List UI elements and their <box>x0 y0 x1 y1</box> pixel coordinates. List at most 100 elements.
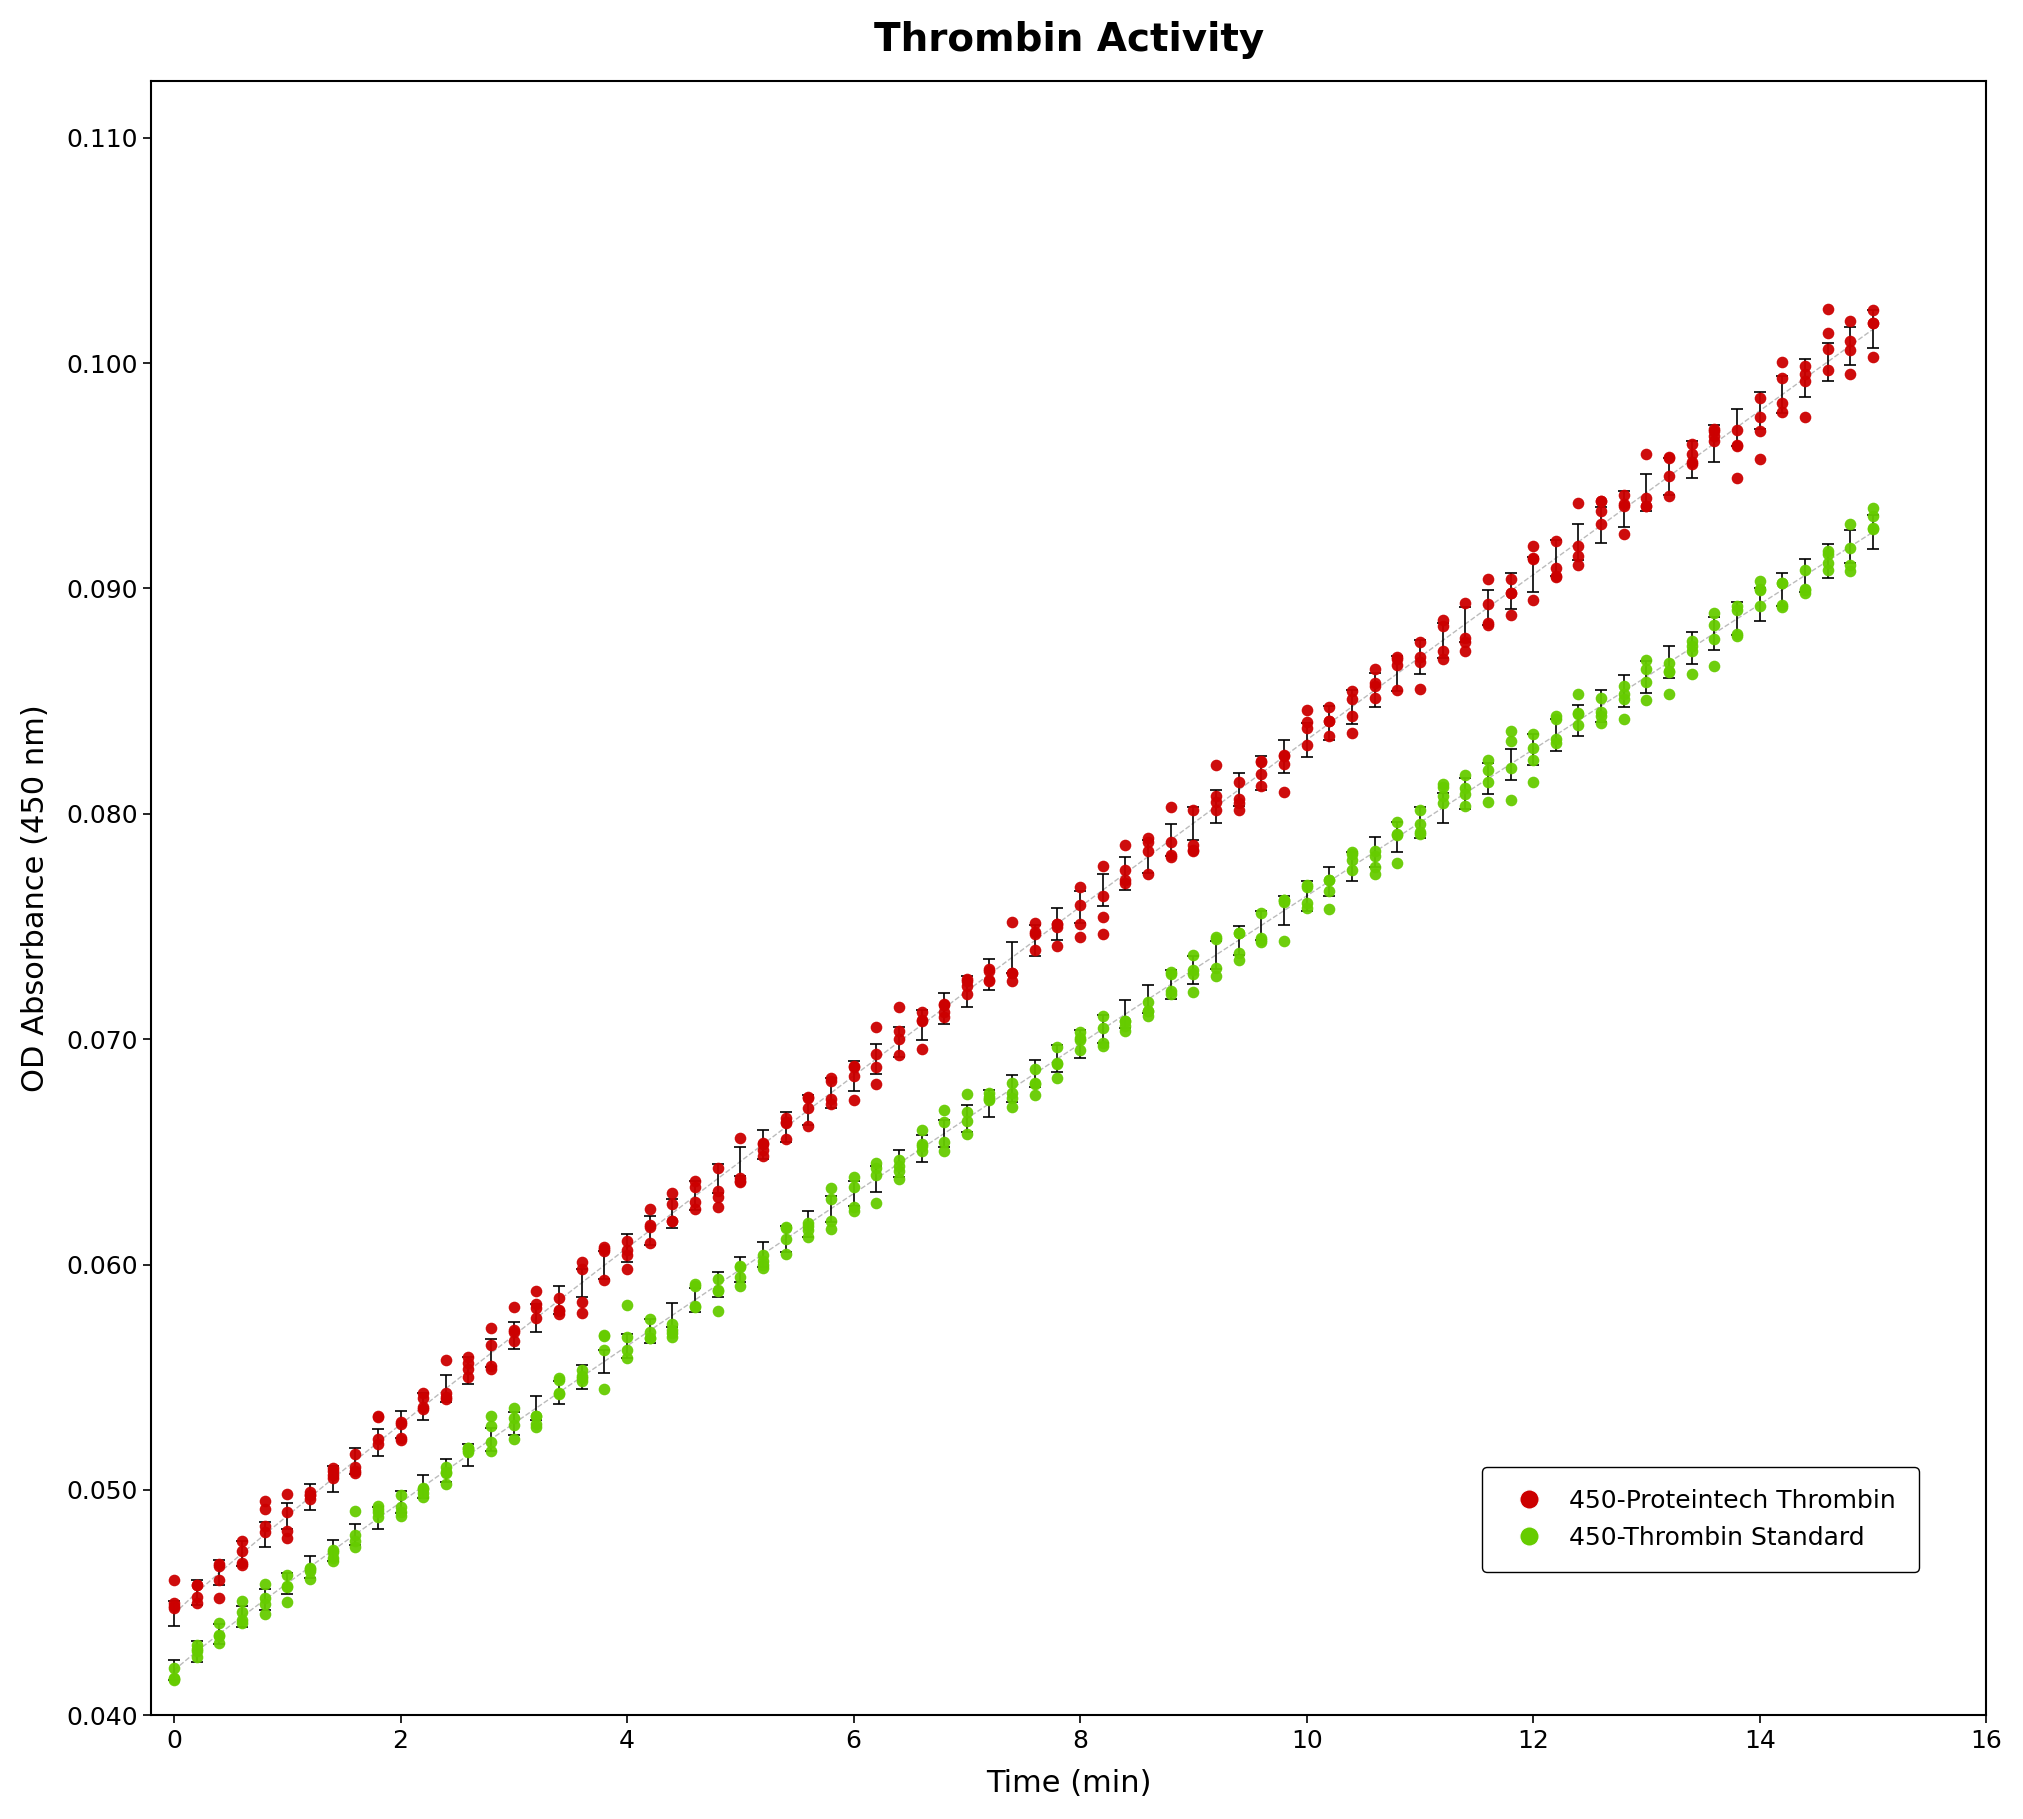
Point <box>180 1630 212 1659</box>
Point <box>1042 1031 1074 1060</box>
Point <box>340 1497 372 1526</box>
Point <box>384 1410 417 1439</box>
Point <box>1426 606 1459 635</box>
Point <box>566 1366 599 1395</box>
Point <box>1133 988 1165 1017</box>
Point <box>1404 809 1436 839</box>
Point <box>1244 759 1277 788</box>
Point <box>589 1335 621 1364</box>
Point <box>793 1082 825 1111</box>
Point <box>520 1293 552 1322</box>
Point <box>566 1299 599 1328</box>
Point <box>384 1481 417 1510</box>
Point <box>1584 684 1616 713</box>
Point <box>633 1322 666 1352</box>
Point <box>1109 1006 1141 1035</box>
Point <box>860 1188 892 1217</box>
Point <box>1133 997 1165 1026</box>
Point <box>475 1313 508 1342</box>
Point <box>1244 748 1277 777</box>
Point <box>1471 768 1503 797</box>
Point <box>498 1410 530 1439</box>
Point <box>1766 389 1798 418</box>
Point <box>838 1191 870 1221</box>
Point <box>1697 422 1730 451</box>
Point <box>1540 553 1572 582</box>
Point <box>1675 626 1707 655</box>
Point <box>1608 480 1641 509</box>
Point <box>1495 726 1527 755</box>
Point <box>769 1213 801 1242</box>
Point <box>384 1497 417 1526</box>
Point <box>1857 502 1889 531</box>
Point <box>453 1348 486 1377</box>
Point <box>1357 837 1390 866</box>
Point <box>1357 859 1390 888</box>
Point <box>1133 837 1165 866</box>
Point <box>202 1584 235 1613</box>
Point <box>362 1492 394 1521</box>
Point <box>249 1517 281 1546</box>
Point <box>384 1408 417 1437</box>
Point <box>566 1288 599 1317</box>
Point <box>249 1583 281 1612</box>
Point <box>384 1422 417 1452</box>
Point <box>1744 384 1776 413</box>
Point <box>1177 837 1210 866</box>
Point <box>1811 555 1843 584</box>
Point <box>1744 591 1776 620</box>
Point <box>158 1566 190 1595</box>
Point <box>1631 686 1663 715</box>
Point <box>475 1428 508 1457</box>
Point <box>702 1297 734 1326</box>
Point <box>769 1108 801 1137</box>
Point <box>611 1322 643 1352</box>
Point <box>249 1590 281 1619</box>
Point <box>293 1477 326 1506</box>
Point <box>1835 557 1867 586</box>
Point <box>929 1137 961 1166</box>
Point <box>1835 306 1867 335</box>
Point <box>158 1592 190 1621</box>
Point <box>1268 886 1301 915</box>
Point <box>702 1193 734 1222</box>
Point <box>407 1382 439 1412</box>
Point <box>724 1253 757 1282</box>
Point <box>589 1321 621 1350</box>
Point <box>1631 491 1663 520</box>
Point <box>1291 888 1323 917</box>
Point <box>1335 684 1368 713</box>
Point <box>906 1006 939 1035</box>
Point <box>1268 886 1301 915</box>
Point <box>1177 955 1210 984</box>
Point <box>1697 624 1730 653</box>
Point <box>429 1379 461 1408</box>
Point <box>1675 449 1707 478</box>
Point <box>1064 910 1096 939</box>
Point <box>929 1095 961 1124</box>
Point <box>202 1550 235 1579</box>
Point <box>1471 566 1503 595</box>
Point <box>1200 962 1232 991</box>
Point <box>1653 462 1685 491</box>
Point <box>1540 728 1572 757</box>
Point <box>1042 931 1074 960</box>
Point <box>1857 515 1889 544</box>
Point <box>1857 342 1889 371</box>
Point <box>1020 908 1052 937</box>
Point <box>951 1097 983 1126</box>
Point <box>384 1502 417 1532</box>
Point <box>316 1535 348 1564</box>
Point <box>1155 957 1188 986</box>
Point <box>746 1250 779 1279</box>
Point <box>340 1521 372 1550</box>
Point <box>1448 628 1481 657</box>
Point <box>589 1266 621 1295</box>
Point <box>702 1275 734 1304</box>
Point <box>951 979 983 1008</box>
Point <box>1631 646 1663 675</box>
Point <box>906 1137 939 1166</box>
Point <box>1404 642 1436 671</box>
Point <box>1744 566 1776 595</box>
Point <box>271 1588 303 1617</box>
